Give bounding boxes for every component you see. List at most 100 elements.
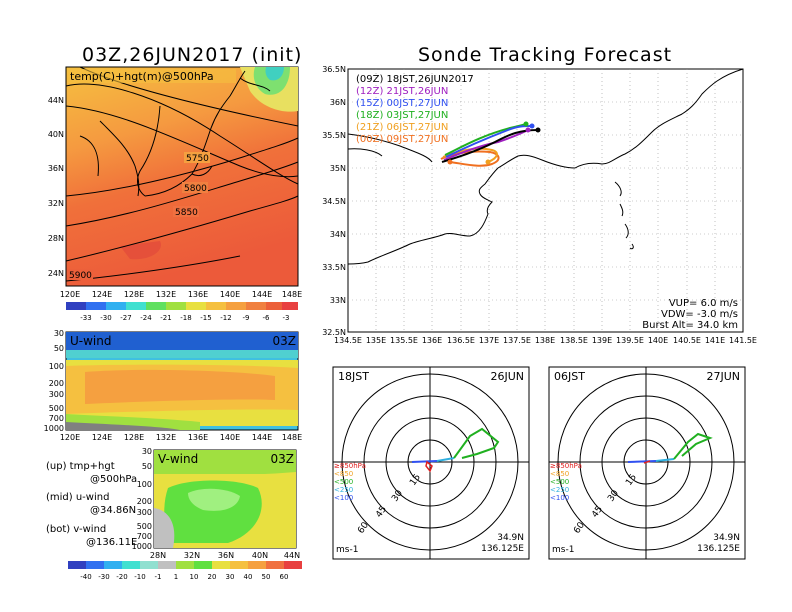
- tracking-legend: (09Z) 18JST,26JUN2017 (12Z) 21JST,26JUN …: [356, 74, 474, 145]
- hodo1-lon: 136.125E: [481, 544, 524, 554]
- tracking-lat-ticks: 36.5N 36N 35.5N 35N 34.5N 34N 33.5N 33N …: [322, 65, 346, 337]
- svg-text:36.5N: 36.5N: [322, 65, 346, 74]
- svg-text:-33: -33: [80, 314, 91, 322]
- svg-text:33.5N: 33.5N: [322, 263, 346, 272]
- svg-text:50: 50: [142, 462, 152, 471]
- svg-text:<850: <850: [550, 470, 569, 478]
- svg-text:20: 20: [208, 573, 217, 581]
- svg-text:30: 30: [226, 573, 235, 581]
- uwind-p-ticks: 30 50 100 200 300 500 700 1000: [44, 330, 64, 433]
- svg-text:137.5E: 137.5E: [503, 336, 531, 345]
- svg-text:-15: -15: [200, 314, 211, 322]
- svg-text:-9: -9: [243, 314, 250, 322]
- legend-09z: (09Z) 18JST,26JUN2017: [356, 74, 474, 85]
- svg-text:135.5E: 135.5E: [390, 336, 418, 345]
- svg-text:<250: <250: [334, 486, 353, 494]
- svg-text:28N: 28N: [48, 234, 64, 243]
- svg-text:141E: 141E: [705, 336, 725, 345]
- tracking-map: (09Z) 18JST,26JUN2017 (12Z) 21JST,26JUN …: [322, 65, 757, 345]
- svg-text:60: 60: [280, 573, 289, 581]
- svg-text:148E: 148E: [282, 290, 302, 299]
- uwind-label: U-wind: [70, 334, 111, 348]
- svg-text:34N: 34N: [330, 230, 346, 239]
- svg-text:-27: -27: [120, 314, 131, 322]
- svg-text:135E: 135E: [366, 336, 386, 345]
- svg-text:<100: <100: [550, 494, 569, 502]
- legend-up-1: (up) tmp+hgt: [46, 461, 115, 472]
- svg-text:32N: 32N: [184, 551, 200, 560]
- svg-text:<100: <100: [334, 494, 353, 502]
- track-endpoints: [447, 121, 541, 165]
- svg-text:-10: -10: [134, 573, 145, 581]
- legend-00z: (00Z) 09JST,27JUN: [356, 134, 448, 145]
- svg-text:-6: -6: [263, 314, 271, 322]
- svg-text:500: 500: [49, 404, 64, 413]
- vwind-lat-ticks: 28N 32N 36N 40N 44N: [150, 551, 300, 560]
- track-09z: [441, 129, 539, 163]
- svg-text:140.5E: 140.5E: [673, 336, 701, 345]
- legend-up-2: @500hPa: [90, 474, 138, 485]
- svg-text:40N: 40N: [48, 130, 64, 139]
- svg-text:-20: -20: [116, 573, 127, 581]
- vwind-p-ticks: 30 50 100 200 300 500 700 1000: [132, 448, 152, 551]
- svg-text:140E: 140E: [220, 433, 240, 442]
- legend-21z: (21Z) 06JST,27JUN: [356, 122, 448, 133]
- svg-text:10: 10: [190, 573, 199, 581]
- legend-15z: (15Z) 00JST,27JUN: [356, 98, 448, 109]
- svg-text:33N: 33N: [330, 296, 346, 305]
- legend-bot-2: @136.11E: [86, 537, 138, 548]
- svg-text:132E: 132E: [156, 433, 176, 442]
- svg-text:-40: -40: [80, 573, 91, 581]
- uwind-time: 03Z: [273, 334, 297, 348]
- svg-text:100: 100: [137, 480, 152, 489]
- tracking-plot-area: [347, 68, 744, 333]
- svg-text:136E: 136E: [188, 290, 208, 299]
- map-500hpa: 5750 5800 5850 5900 temp(C)+hgt(m)@500hP…: [48, 66, 302, 322]
- left-title: 03Z,26JUN2017 (init): [82, 44, 303, 66]
- warm-pocket: [120, 241, 161, 260]
- legend-12z: (12Z) 21JST,26JUN: [356, 86, 448, 97]
- svg-text:32.5N: 32.5N: [322, 328, 346, 337]
- svg-text:141.5E: 141.5E: [729, 336, 757, 345]
- svg-text:139E: 139E: [592, 336, 612, 345]
- param-burst: Burst Alt= 34.0 km: [642, 320, 738, 331]
- map500-lon-ticks: 120E 124E 128E 132E 136E 140E 144E 148E: [60, 290, 302, 299]
- hodo2-lon: 136.125E: [697, 544, 740, 554]
- svg-text:124E: 124E: [92, 290, 112, 299]
- svg-text:136E: 136E: [188, 433, 208, 442]
- svg-text:144E: 144E: [252, 290, 272, 299]
- svg-text:128E: 128E: [124, 433, 144, 442]
- hodo2-unit: ms-1: [552, 545, 574, 555]
- svg-text:148E: 148E: [282, 433, 302, 442]
- map-plot-area: [65, 66, 299, 287]
- hodograph-1: 18JST 26JUN 34.9N 136.125E ms-1 15 30 45…: [332, 366, 530, 560]
- svg-text:50: 50: [54, 344, 64, 353]
- map500-colorbar: [66, 302, 298, 310]
- svg-text:≥850hPa: ≥850hPa: [550, 462, 582, 470]
- hodo1-date: 26JUN: [490, 370, 524, 383]
- track-18z: [444, 123, 527, 156]
- svg-text:140E: 140E: [220, 290, 240, 299]
- legend-mid-2: @34.86N: [90, 505, 137, 516]
- track-12z: [443, 129, 529, 161]
- svg-text:1000: 1000: [44, 424, 64, 433]
- svg-text:-12: -12: [220, 314, 231, 322]
- svg-text:-24: -24: [140, 314, 152, 322]
- svg-text:138E: 138E: [535, 336, 555, 345]
- hodo1-lat: 34.9N: [497, 533, 524, 543]
- svg-text:<500: <500: [550, 478, 569, 486]
- svg-text:120E: 120E: [60, 433, 80, 442]
- svg-text:136E: 136E: [422, 336, 442, 345]
- svg-text:36N: 36N: [218, 551, 234, 560]
- svg-text:24N: 24N: [48, 269, 64, 278]
- svg-text:137E: 137E: [479, 336, 499, 345]
- svg-text:138.5E: 138.5E: [560, 336, 588, 345]
- svg-text:200: 200: [137, 497, 152, 506]
- svg-text:134.5E: 134.5E: [334, 336, 362, 345]
- svg-text:100: 100: [49, 362, 64, 371]
- vwind-colorbar: -40 -30 -20 -10 -1 1 10 20 30 40 50 60: [68, 561, 302, 581]
- legend-mid-1: (mid) u-wind: [46, 492, 110, 503]
- svg-text:≥850hPa: ≥850hPa: [334, 462, 366, 470]
- svg-text:700: 700: [49, 414, 64, 423]
- svg-text:<250: <250: [550, 486, 569, 494]
